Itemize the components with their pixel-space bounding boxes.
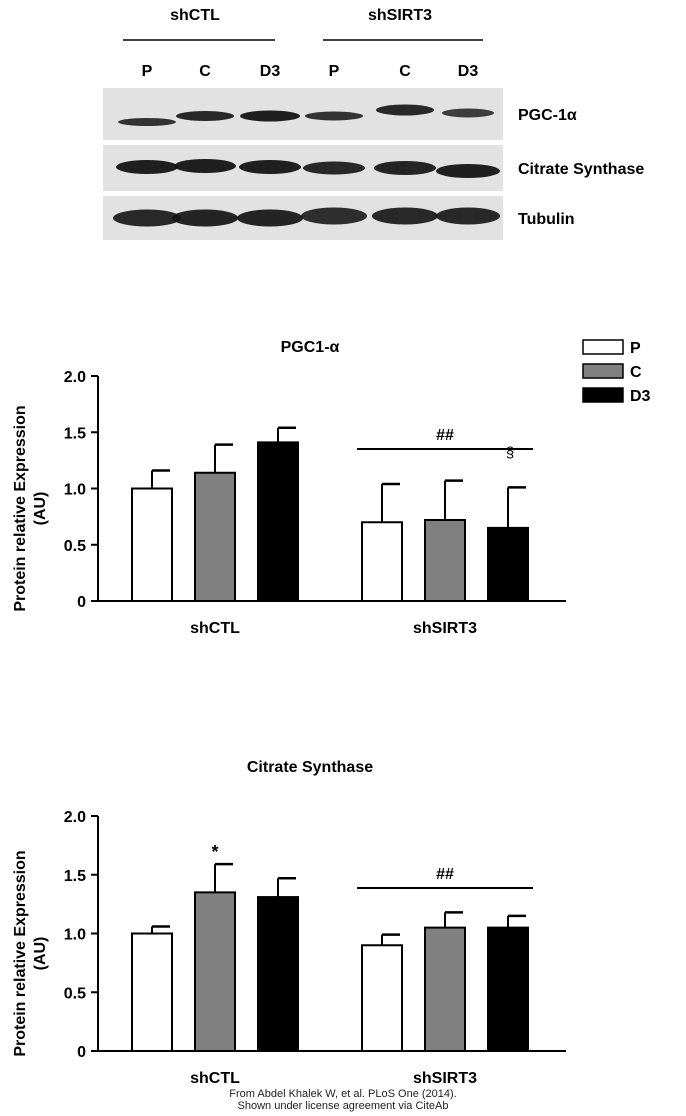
legend-swatch (582, 363, 624, 379)
bar-d3-shctl (257, 896, 299, 1053)
bar-d3-shctl (257, 441, 299, 602)
bar-c-shsirt3 (424, 926, 466, 1052)
bar-c-shctl (194, 891, 236, 1052)
bar-d3-shsirt3 (487, 526, 529, 602)
x-category-label: shCTL (190, 620, 240, 637)
y-tick-label: 1.5 (64, 868, 86, 885)
blot-band (176, 111, 234, 121)
blot-strip-2: Tubulin (103, 196, 575, 240)
blot-group-shsirt3: shSIRT3 (368, 7, 432, 24)
bar-p-shsirt3 (361, 521, 403, 602)
chart-pgc1a: PGC1-α 0 0.5 1.0 1.5 2.0 Protein relative Exp… (12, 339, 566, 637)
blot-band-label: Tubulin (518, 211, 575, 228)
credit-line-1: From Abdel Khalek W, et al. PLoS One (20… (229, 1088, 457, 1100)
blot-band (436, 164, 500, 178)
legend: PC D3 (582, 339, 651, 405)
significance-symbol: § (506, 444, 514, 461)
y-tick-label: 0.5 (64, 538, 86, 555)
blot-band (442, 108, 494, 118)
y-axis-label: Protein relative Expression (AU) (12, 850, 49, 1056)
y-tick-label: 1.0 (64, 927, 86, 944)
bar-c-shsirt3 (424, 519, 466, 602)
western-blot: shCTL shSIRT3 P C D3 P C D3 PGC-1α Citrate Syn… (103, 7, 644, 240)
y-tick-label: 0 (77, 1044, 86, 1061)
x-category-label: shCTL (190, 1070, 240, 1087)
x-category-label: shSIRT3 (413, 1070, 477, 1087)
legend-label: P (630, 340, 641, 357)
y-tick-label: 2.0 (64, 809, 86, 826)
bar-p-shctl (131, 487, 173, 602)
bar-p-shsirt3 (361, 944, 403, 1052)
blot-group-shctl: shCTL (170, 7, 220, 24)
blot-lane-label: D3 (458, 63, 479, 80)
credit-line-2: Shown under license agreement via CiteAb (237, 1100, 449, 1112)
y-tick-label: 2.0 (64, 369, 86, 386)
blot-band (239, 160, 301, 174)
bar-c-shctl (194, 471, 236, 602)
legend-label: D3 (630, 388, 651, 405)
blot-band (172, 209, 238, 227)
bar-p-shctl (131, 932, 173, 1052)
y-tick-label: 1.0 (64, 482, 86, 499)
blot-band (118, 118, 176, 126)
blot-strip-0: PGC-1α (103, 88, 577, 140)
blot-lane-label: C (199, 63, 211, 80)
blot-band (113, 209, 181, 227)
chart-citrate-synthase: Citrate Synthase 0 0.5 1.0 1.5 2.0 Protein re… (12, 759, 566, 1087)
blot-band (372, 207, 438, 225)
x-category-label: shSIRT3 (413, 620, 477, 637)
blot-band (116, 160, 178, 174)
blot-band-label: PGC-1α (518, 107, 577, 124)
blot-band (174, 159, 236, 173)
blot-band (376, 104, 434, 116)
blot-band (301, 207, 367, 225)
blot-band (374, 161, 436, 175)
significance-mark: ## (436, 866, 454, 883)
y-tick-label: 0.5 (64, 985, 86, 1002)
legend-swatch (582, 387, 624, 403)
y-tick-label: 0 (77, 594, 86, 611)
blot-band (303, 161, 365, 175)
significance-mark: ## (436, 427, 454, 444)
blot-lane-label: C (399, 63, 411, 80)
blot-strip-1: Citrate Synthase (103, 145, 644, 191)
blot-strip-background (103, 88, 503, 140)
y-tick-label: 1.5 (64, 425, 86, 442)
blot-band (240, 110, 300, 122)
bar-d3-shsirt3 (487, 926, 529, 1052)
significance-symbol: * (211, 842, 218, 862)
chart-title: Citrate Synthase (247, 759, 373, 776)
blot-lane-label: P (142, 63, 153, 80)
legend-label: C (630, 364, 642, 381)
blot-band-label: Citrate Synthase (518, 161, 644, 178)
legend-swatch (582, 339, 624, 355)
blot-band (436, 207, 500, 225)
blot-lane-label: D3 (260, 63, 281, 80)
blot-band (237, 209, 303, 227)
y-axis-label: Protein relative Expression (AU) (12, 405, 49, 611)
blot-lane-label: P (329, 63, 340, 80)
chart-title: PGC1-α (281, 339, 340, 356)
blot-band (305, 111, 363, 121)
